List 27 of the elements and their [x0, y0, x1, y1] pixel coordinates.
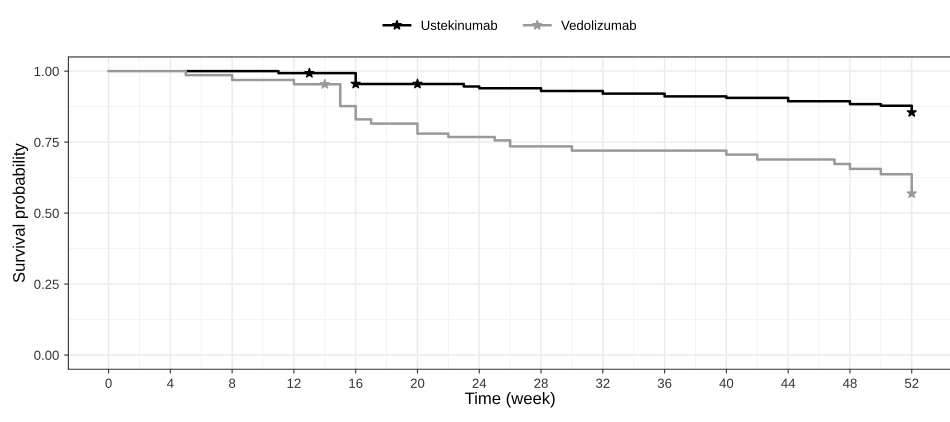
- x-tick-label: 32: [596, 378, 610, 388]
- x-tick-label: 8: [229, 378, 236, 388]
- legend-label: Vedolizumab: [561, 20, 636, 30]
- x-tick-label: 52: [904, 378, 918, 388]
- x-tick-label: 36: [658, 378, 672, 388]
- x-tick-label: 48: [842, 378, 857, 388]
- point: [412, 78, 423, 88]
- y-axis-title: Survival probability: [12, 143, 28, 282]
- point: [350, 78, 361, 88]
- x-tick-label: 40: [719, 378, 734, 388]
- y-tick-label: 0.75: [34, 138, 59, 148]
- y-tick-label: 0.25: [34, 280, 59, 289]
- y-tick-label: 0.00: [34, 350, 59, 360]
- x-axis-title: Time (week): [465, 392, 555, 408]
- x-tick-label: 44: [781, 378, 796, 388]
- y-tick-label: 1.00: [34, 66, 59, 76]
- x-tick-label: 4: [166, 378, 174, 388]
- x-tick-label: 0: [105, 378, 112, 388]
- x-tick-label: 16: [349, 378, 362, 388]
- y-tick-label: 0.50: [34, 208, 59, 218]
- x-tick-label: 12: [288, 378, 301, 388]
- x-tick-label: 28: [534, 378, 548, 388]
- point: [304, 68, 314, 78]
- legend-label: Ustekinumab: [422, 20, 498, 30]
- x-tick-label: 20: [410, 378, 424, 388]
- point: [320, 78, 330, 89]
- x-tick-label: 24: [472, 378, 486, 388]
